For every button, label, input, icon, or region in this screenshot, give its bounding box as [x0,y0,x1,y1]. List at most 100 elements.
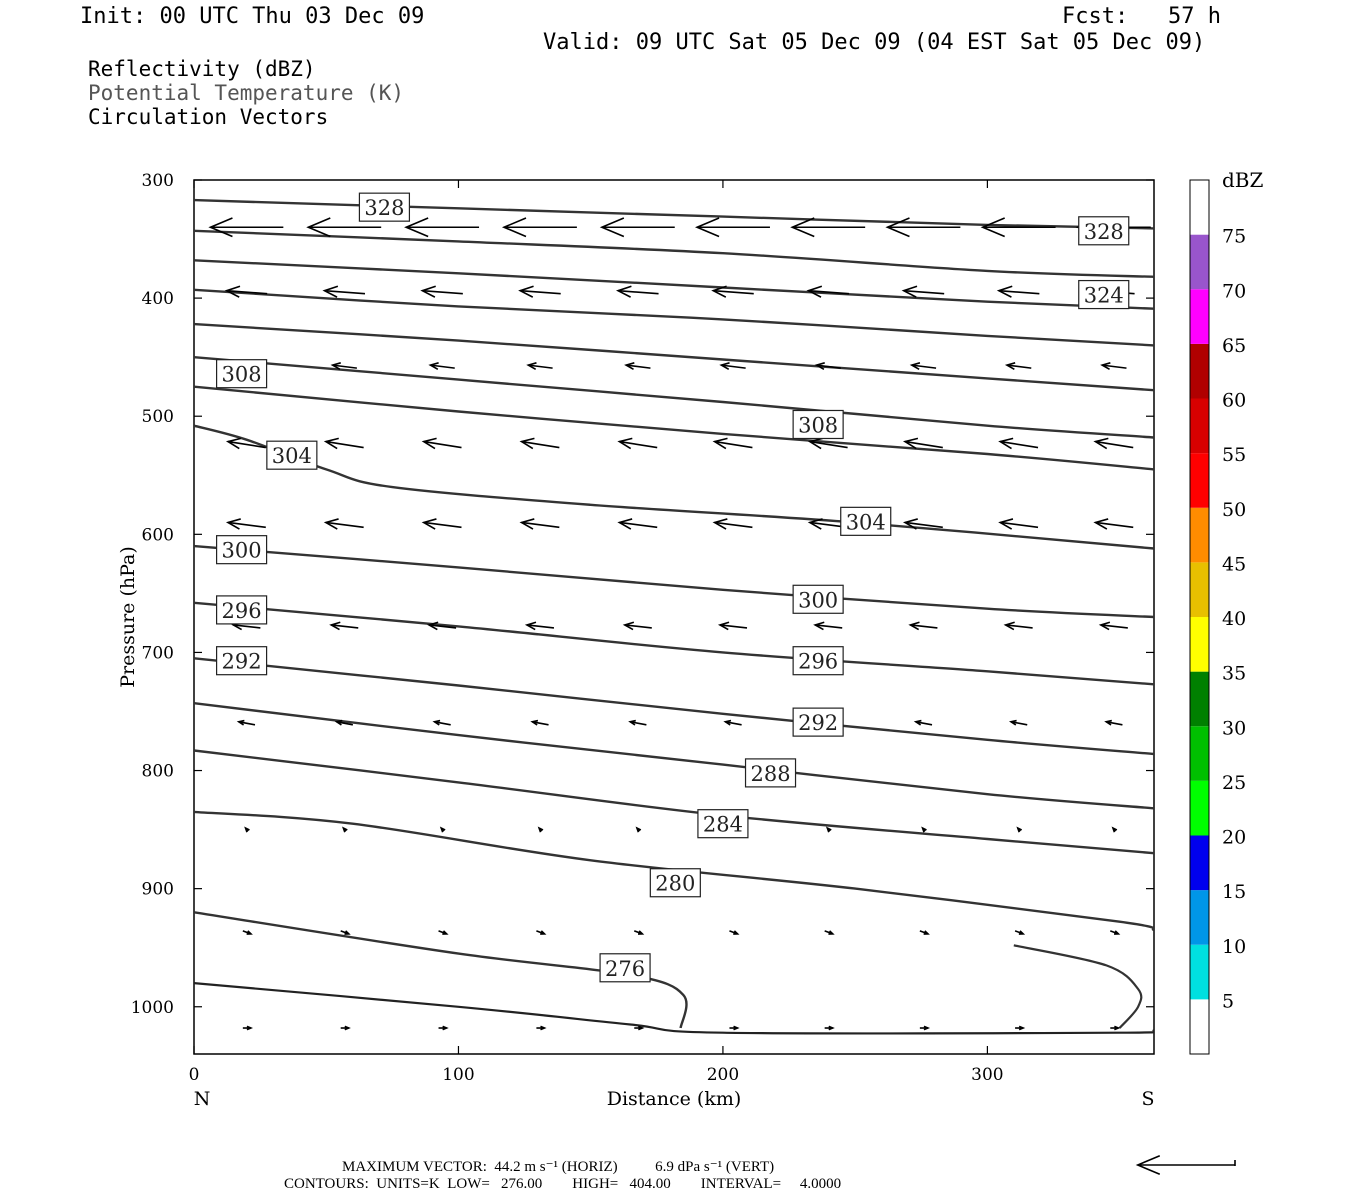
circulation-vector [624,362,651,371]
contour-label: 288 [744,758,797,788]
colorbar-bin [1190,289,1209,344]
colorbar-bin [1190,617,1209,672]
circulation-vector [1008,719,1028,726]
theta-contour-288 [194,702,1154,810]
colorbar-tick-label: 60 [1222,390,1246,412]
colorbar-bin [1190,180,1209,235]
theta-contour-316 [194,322,1154,392]
x-tick-label: 0 [189,1065,200,1085]
y-tick-label: 800 [142,762,174,782]
legend-circulation-vectors: Circulation Vectors [88,105,329,129]
y-tick-label: 1000 [131,998,174,1018]
colorbar-tick-label: 45 [1222,553,1246,575]
x-tick-label: 300 [971,1065,1003,1085]
circulation-vector [615,285,659,298]
theta-contour-300 [194,544,1154,619]
svg-text:328: 328 [1084,220,1124,244]
svg-text:284: 284 [703,813,743,837]
circulation-vector [902,518,943,530]
circulation-vector [1100,362,1127,371]
svg-text:300: 300 [222,539,262,563]
colorbar-tick-label: 25 [1222,772,1246,794]
x-tick-label: 200 [707,1065,739,1085]
circulation-vector [813,621,843,631]
circulation-vector [236,719,256,726]
contour-label: 304 [266,440,318,470]
circulation-vector [1014,930,1026,935]
colorbar-bin [1190,562,1209,617]
contour-label: 292 [792,707,844,737]
circulation-vector [902,437,943,450]
circulation-vector [824,930,835,935]
circulation-vector [421,518,462,530]
colorbar-tick-label: 65 [1222,335,1246,357]
colorbar-tick-label: 55 [1222,444,1246,466]
contour-label: 308 [792,409,844,440]
circulation-vector [420,285,463,298]
colorbar-bin [1190,999,1209,1054]
circulation-vector [998,518,1039,530]
circulation-vector [711,285,754,298]
contour-label: 280 [649,868,701,898]
circulation-vector [825,826,832,833]
circulation-vector [617,518,658,530]
theta-contour-276 [194,911,688,1029]
circulation-vector [1110,930,1121,935]
forecast-hour: Fcst: 57 h [1062,4,1221,29]
circulation-vector [330,362,357,371]
circulation-vector [719,362,746,371]
legend-reflectivity: Reflectivity (dBZ) [88,57,316,81]
circulation-vector [824,1025,835,1031]
svg-text:280: 280 [655,872,695,896]
colorbar-bin [1190,671,1209,727]
contour-label: 304 [840,506,892,536]
theta-contour-328 [194,229,1154,278]
theta-contour-312 [194,356,1154,439]
colorbar-bin [1190,780,1209,836]
circulation-vector [635,826,642,833]
circulation-vector [806,285,850,298]
circulation-vector [712,518,753,530]
circulation-vector [524,621,555,631]
svg-text:292: 292 [798,711,838,735]
circulation-vector [628,719,647,726]
circulation-vector [244,826,250,833]
circulation-vector [622,621,652,631]
y-tick-label: 300 [142,171,174,191]
colorbar-bin [1190,398,1209,454]
colorbar-tick-label: 10 [1222,936,1246,958]
circulation-vector [996,285,1040,298]
colorbar-tick-label: 75 [1222,226,1246,248]
colorbar-tick-label: 70 [1222,280,1246,302]
contour-label: 328 [358,192,411,222]
circulation-vector [1111,826,1118,833]
circulation-vector [729,1025,740,1031]
circulation-vector [729,930,740,935]
svg-text:328: 328 [364,196,404,220]
y-tick-label: 400 [142,289,174,309]
circulation-vector [322,285,366,298]
contour-label: 292 [216,646,268,676]
colorbar-tick-label: 40 [1222,608,1246,630]
circulation-vector [438,930,449,935]
colorbar-bin [1190,944,1209,1000]
x-tick-label: 100 [442,1065,474,1085]
circulation-vector [501,217,577,238]
circulation-vector [306,217,382,238]
circulation-vector [919,1025,931,1031]
colorbar-bin [1190,890,1209,945]
circulation-vector [712,437,753,450]
circulation-vector [807,437,848,450]
theta-contour-bottom [194,982,1154,1035]
circulation-vector [432,719,451,726]
contour-label: 324 [1078,279,1130,310]
svg-text:296: 296 [798,650,838,674]
circulation-vector [1098,621,1128,631]
circulation-vector [885,217,961,238]
maximum-vector-note: MAXIMUM VECTOR: 44.2 m s⁻¹ (HORIZ) 6.9 d… [342,1159,775,1175]
circulation-vector [225,437,266,450]
circulation-vector [998,437,1039,450]
colorbar-bin [1190,726,1209,781]
circulation-vector [694,217,770,238]
